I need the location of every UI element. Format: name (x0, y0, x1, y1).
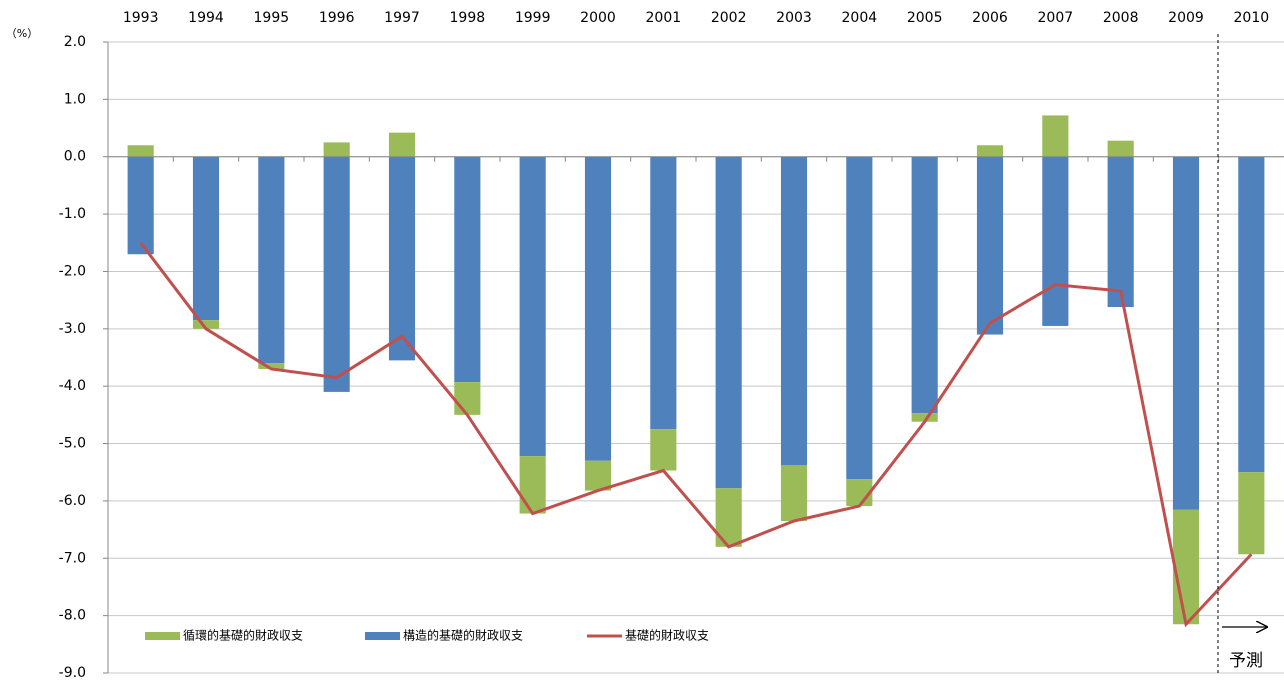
forecast-label: 予測 (1229, 651, 1263, 671)
y-tick-label: -7.0 (59, 550, 86, 566)
bar (192, 156, 220, 321)
bar (911, 413, 938, 422)
bar (258, 363, 285, 369)
legend-swatch (145, 632, 180, 640)
legend-label: 構造的基礎的財政収支 (403, 628, 523, 643)
bar (127, 156, 154, 255)
bar (454, 382, 481, 415)
bar (1172, 156, 1200, 510)
x-tick-label: 2008 (1103, 10, 1139, 26)
legend-label: 基礎的財政収支 (625, 628, 709, 643)
y-tick-label: -1.0 (59, 206, 86, 222)
bar (976, 156, 1004, 335)
y-tick-label: -4.0 (59, 378, 86, 394)
x-tick-label: 1998 (450, 10, 486, 26)
bar (388, 156, 416, 361)
y-tick-label: -6.0 (59, 493, 86, 509)
bar (911, 156, 938, 414)
x-tick-label: 2004 (842, 10, 878, 26)
bar (127, 145, 154, 157)
bar (388, 132, 416, 157)
x-tick-label: 1994 (188, 10, 224, 26)
x-tick-label: 1995 (254, 10, 290, 26)
bar (584, 156, 612, 461)
y-tick-label: -5.0 (59, 436, 86, 452)
bar (1238, 156, 1265, 473)
legend-swatch (365, 632, 400, 640)
x-tick-label: 2005 (907, 10, 943, 26)
legend-label: 循環的基礎的財政収支 (183, 628, 303, 643)
bar (976, 145, 1004, 157)
bar (715, 156, 742, 489)
x-tick-label: 1997 (384, 10, 420, 26)
x-tick-label: 2001 (646, 10, 682, 26)
x-tick-label: 2009 (1168, 10, 1204, 26)
bar (519, 456, 546, 514)
y-tick-label: 1.0 (64, 91, 86, 107)
y-tick-label: 0.0 (64, 149, 86, 165)
bar (323, 142, 350, 157)
bar (454, 156, 481, 383)
line (139, 241, 1253, 628)
x-tick-label: 2002 (711, 10, 747, 26)
bar (519, 156, 546, 457)
bar (1107, 156, 1134, 308)
bar (584, 460, 612, 491)
y-axis-label: （%） (6, 27, 38, 40)
bar (192, 320, 220, 329)
x-tick-label: 1993 (123, 10, 159, 26)
y-tick-label: -9.0 (59, 665, 86, 681)
bar (650, 156, 677, 430)
bar (1238, 472, 1265, 555)
y-tick-label: 2.0 (64, 34, 86, 50)
x-tick-label: 2007 (1038, 10, 1074, 26)
bar (1042, 156, 1069, 326)
bar (1172, 509, 1200, 625)
bar (780, 156, 808, 466)
bar (846, 156, 873, 480)
y-tick-label: -3.0 (59, 321, 86, 337)
x-tick-label: 1996 (319, 10, 355, 26)
x-tick-label: 1999 (515, 10, 551, 26)
x-tick-label: 2006 (972, 10, 1008, 26)
x-tick-label: 2010 (1234, 10, 1270, 26)
bar (650, 429, 677, 471)
bar (780, 465, 808, 521)
bar (1107, 140, 1134, 157)
x-tick-label: 2003 (776, 10, 812, 26)
x-tick-label: 2000 (580, 10, 616, 26)
y-tick-label: -2.0 (59, 263, 86, 279)
bar (323, 156, 350, 392)
bar (258, 156, 285, 364)
y-tick-label: -8.0 (59, 608, 86, 624)
bar (1042, 115, 1069, 157)
